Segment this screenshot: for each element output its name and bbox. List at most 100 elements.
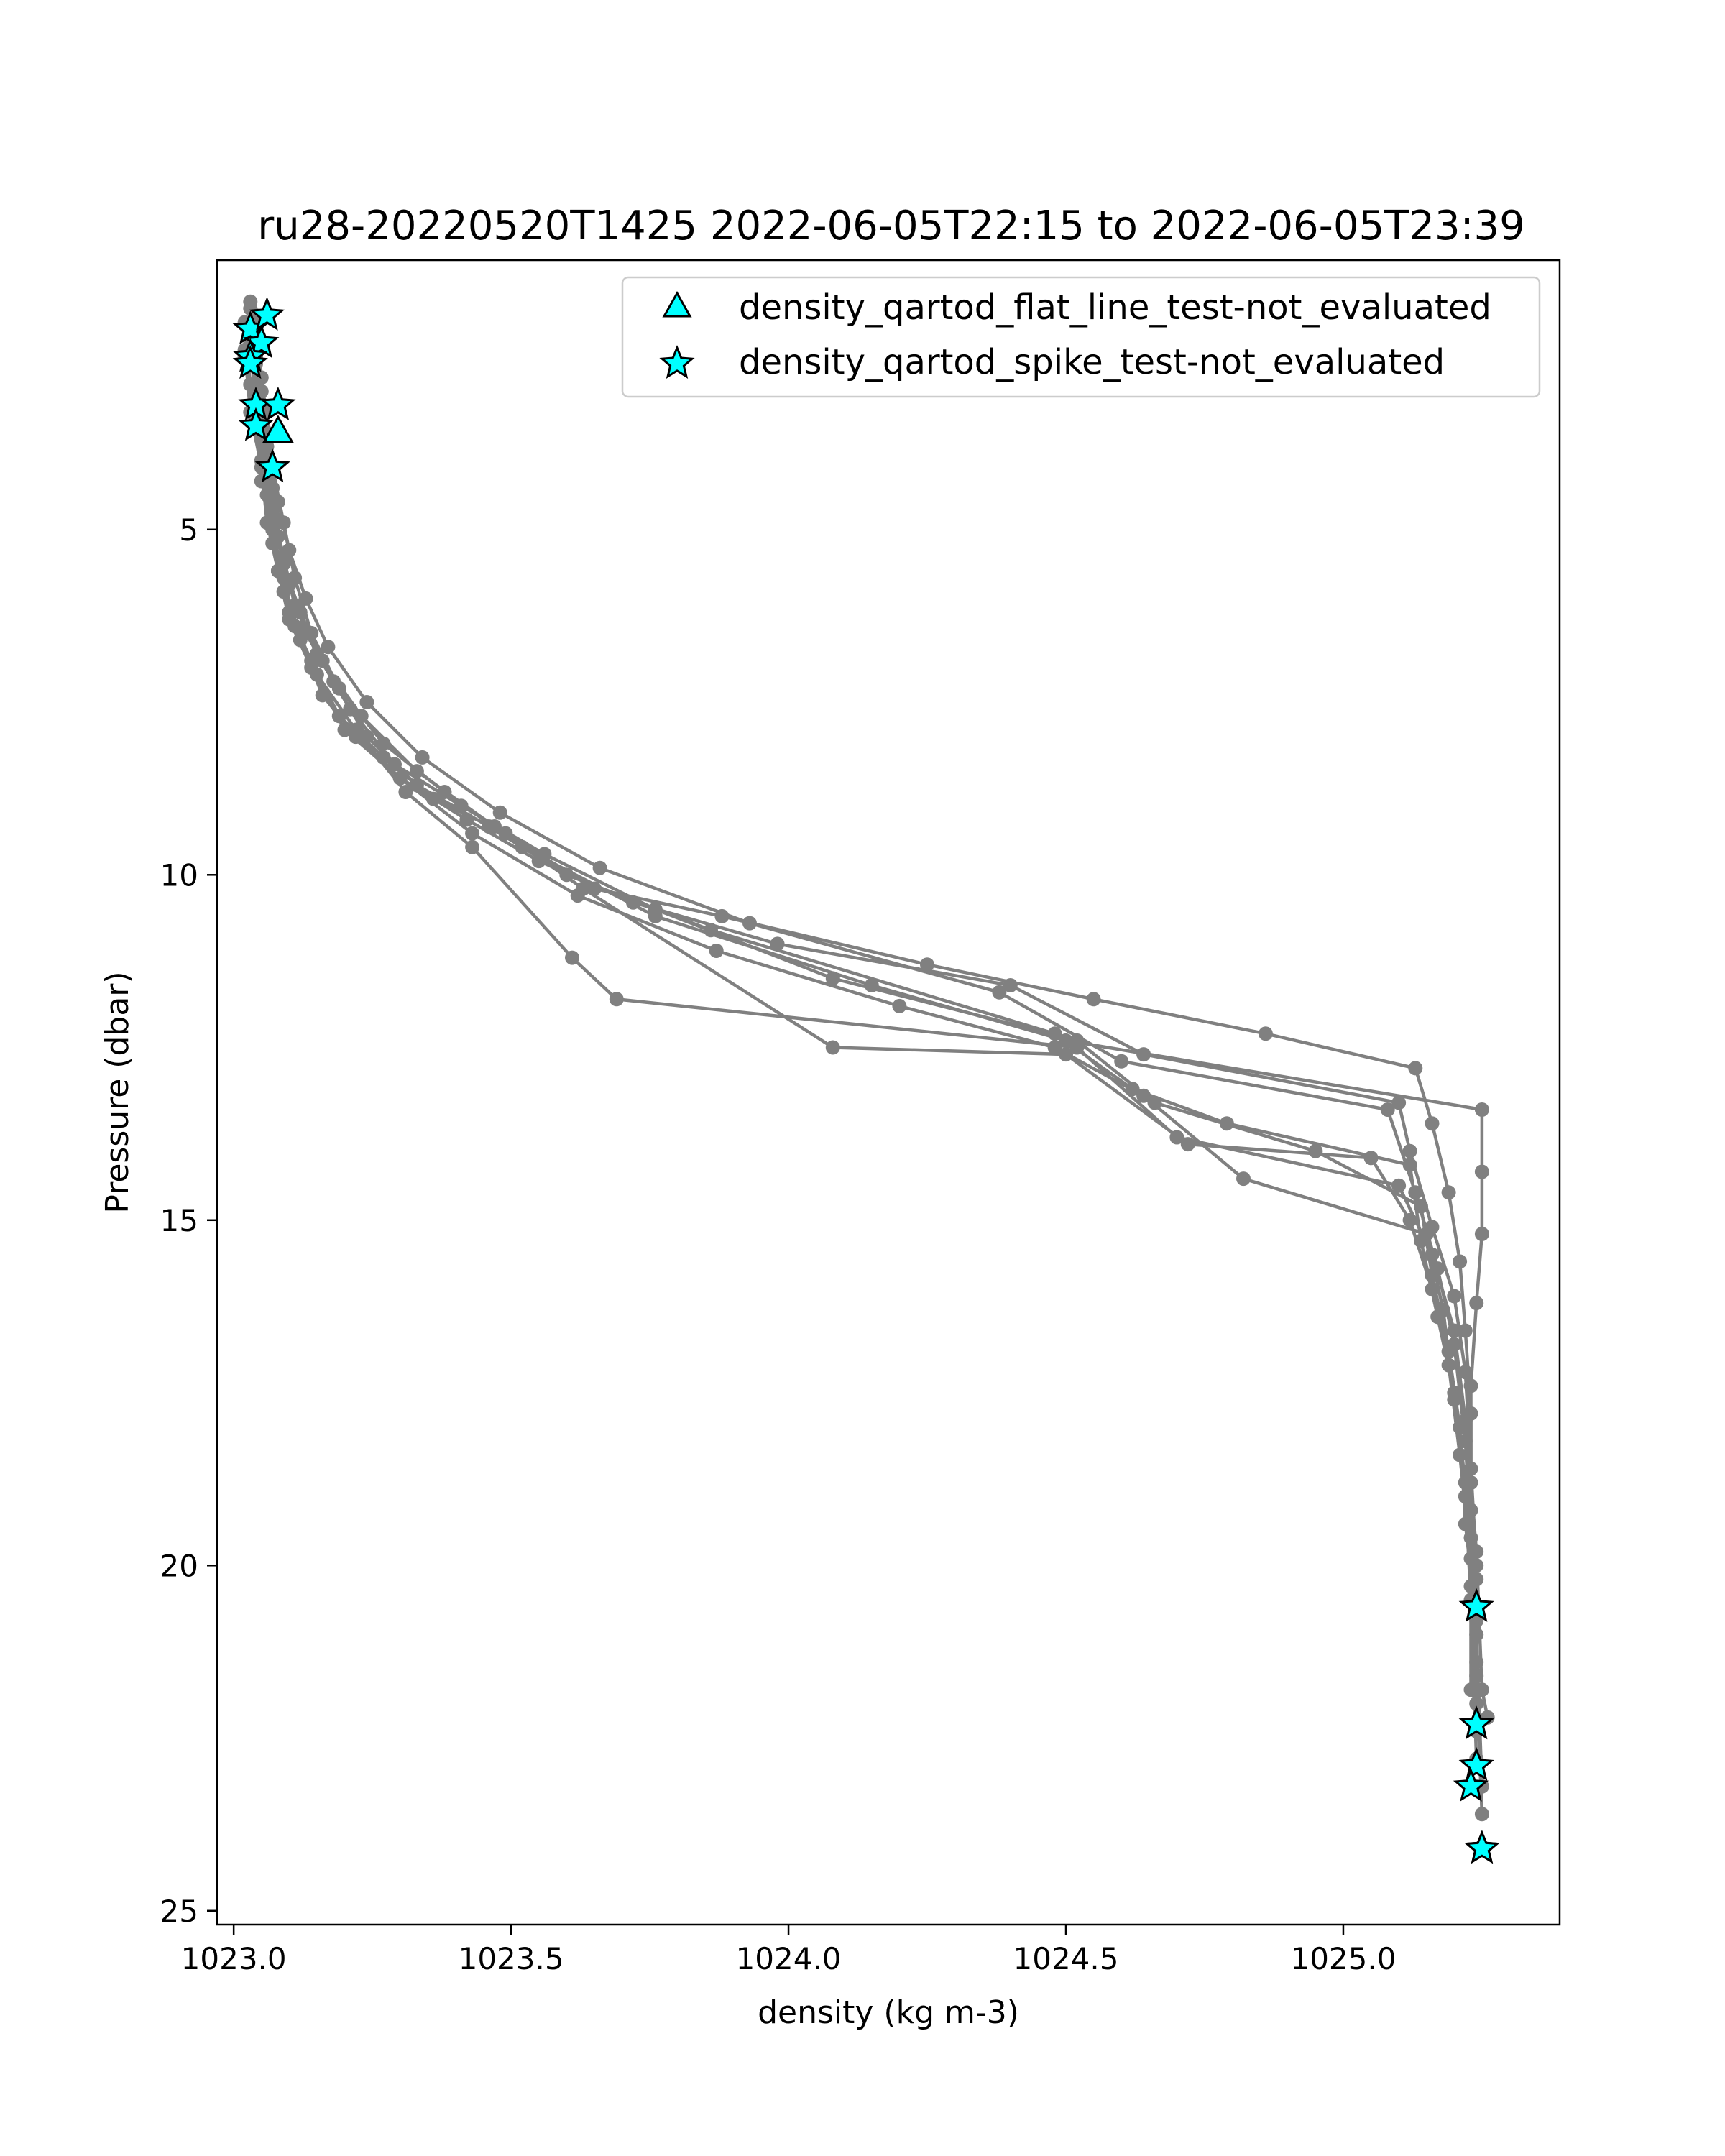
y-tick-label: 10 — [160, 857, 198, 893]
profile-point — [1458, 1413, 1473, 1428]
profile-point — [265, 522, 280, 537]
profile-point — [465, 826, 480, 841]
x-axis-label: density (kg m-3) — [758, 1994, 1019, 2031]
plot-area-frame — [216, 259, 1561, 1926]
spike-test-star-marker — [249, 296, 285, 331]
profile-point — [243, 294, 258, 309]
profile-point — [1425, 1247, 1440, 1262]
spike-test-star-marker — [1458, 1747, 1494, 1781]
profile-point — [288, 571, 303, 586]
x-tick-label: 1023.5 — [459, 1941, 564, 1976]
profile-point — [415, 750, 430, 765]
flat-line-test-triangle-marker — [262, 415, 295, 443]
chart-title: ru28-20220520T1425 2022-06-05T22:15 to 2… — [257, 203, 1524, 249]
spike-test-star-marker — [1458, 1588, 1494, 1622]
profile-point — [465, 839, 480, 854]
profile-point — [1003, 978, 1018, 992]
x-tick-label: 1023.0 — [181, 1941, 287, 1976]
profile-point — [376, 736, 391, 751]
spike-test-star-marker — [232, 345, 268, 379]
profile-point — [1059, 1033, 1073, 1048]
y-tick-label: 25 — [160, 1894, 198, 1929]
profile-point — [349, 722, 363, 737]
profile-point — [1453, 1254, 1468, 1269]
profile-point — [1458, 1323, 1473, 1338]
spike-test-star-marker — [1458, 1705, 1494, 1740]
profile-point — [1236, 1171, 1251, 1187]
profile-point — [1258, 1026, 1273, 1041]
profile-point — [309, 667, 324, 682]
profile-point — [1408, 1061, 1423, 1076]
profile-point — [331, 681, 346, 696]
profile-point — [315, 688, 330, 703]
profile-point — [1425, 1116, 1440, 1131]
profile-point — [648, 908, 663, 923]
profile-point — [1408, 1185, 1423, 1200]
profile-point — [565, 950, 579, 965]
profile-point — [1474, 1227, 1489, 1241]
legend-star-shape — [659, 345, 695, 379]
profile-point — [1380, 1102, 1395, 1117]
y-axis-label: Pressure (dbar) — [99, 971, 136, 1213]
profile-point — [1086, 992, 1101, 1007]
legend-triangle-shape — [662, 290, 692, 318]
qc-markers — [232, 296, 1500, 1864]
legend-label-spike: density_qartod_spike_test-not_evaluated — [739, 342, 1445, 382]
x-tick-label: 1025.0 — [1290, 1941, 1396, 1976]
profile-point — [1463, 1378, 1478, 1393]
profile-lines — [237, 294, 1495, 1822]
legend-label-flat-line: density_qartod_flat_line_test-not_evalua… — [739, 287, 1491, 328]
profile-point — [387, 757, 402, 772]
y-tick-label: 20 — [160, 1548, 198, 1583]
profile-point — [515, 839, 530, 854]
spike-test-star-marker — [260, 386, 296, 420]
spike-test-star-marker — [254, 448, 290, 483]
legend-star-marker — [659, 345, 695, 379]
profile-point — [398, 785, 413, 799]
legend-triangle-marker — [662, 290, 692, 318]
profile-point — [742, 916, 757, 931]
profile-point — [1392, 1178, 1407, 1193]
profile-point — [892, 998, 907, 1013]
profile-point — [1363, 1151, 1379, 1166]
x-tick-label: 1024.5 — [1013, 1941, 1119, 1976]
profile-point — [437, 785, 452, 799]
profile-point — [288, 619, 303, 634]
profile-point — [1392, 1095, 1407, 1110]
profile-point — [576, 881, 591, 896]
profile-point — [1059, 1047, 1073, 1062]
profile-point — [825, 1040, 840, 1055]
profile-point — [1474, 1807, 1489, 1822]
profile-point — [1474, 1164, 1489, 1179]
profile-point — [276, 515, 291, 530]
profile-line-5 — [243, 349, 1478, 1759]
profile-point — [337, 722, 352, 737]
y-tick-label: 5 — [179, 512, 198, 548]
profile-point — [1474, 1102, 1489, 1117]
profile-point — [1447, 1289, 1462, 1304]
profile-point — [1136, 1088, 1151, 1103]
profile-point — [1447, 1323, 1462, 1338]
profile-point — [1441, 1358, 1456, 1373]
profile-point — [1474, 1682, 1489, 1697]
spike-test-star-marker — [238, 407, 274, 441]
spike-test-star-marker — [1453, 1767, 1489, 1802]
profile-point — [321, 640, 336, 655]
profile-point — [1441, 1185, 1456, 1200]
x-tick-label: 1024.0 — [736, 1941, 842, 1976]
profile-line-7 — [249, 343, 1484, 1815]
profile-point — [1458, 1365, 1473, 1380]
profile-point — [304, 625, 319, 640]
profile-point — [992, 985, 1007, 1000]
profile-point — [1469, 1572, 1484, 1587]
y-tick-label: 15 — [160, 1203, 198, 1238]
y-axis-ticks: 5 10 15 20 25 — [160, 512, 217, 1929]
profile-point — [592, 860, 607, 875]
profile-point — [1425, 1281, 1440, 1296]
profile-point — [1453, 1447, 1468, 1462]
profile-point — [276, 571, 291, 586]
profile-point — [609, 992, 624, 1007]
profile-point — [492, 805, 507, 820]
profile-point — [1463, 1475, 1478, 1490]
